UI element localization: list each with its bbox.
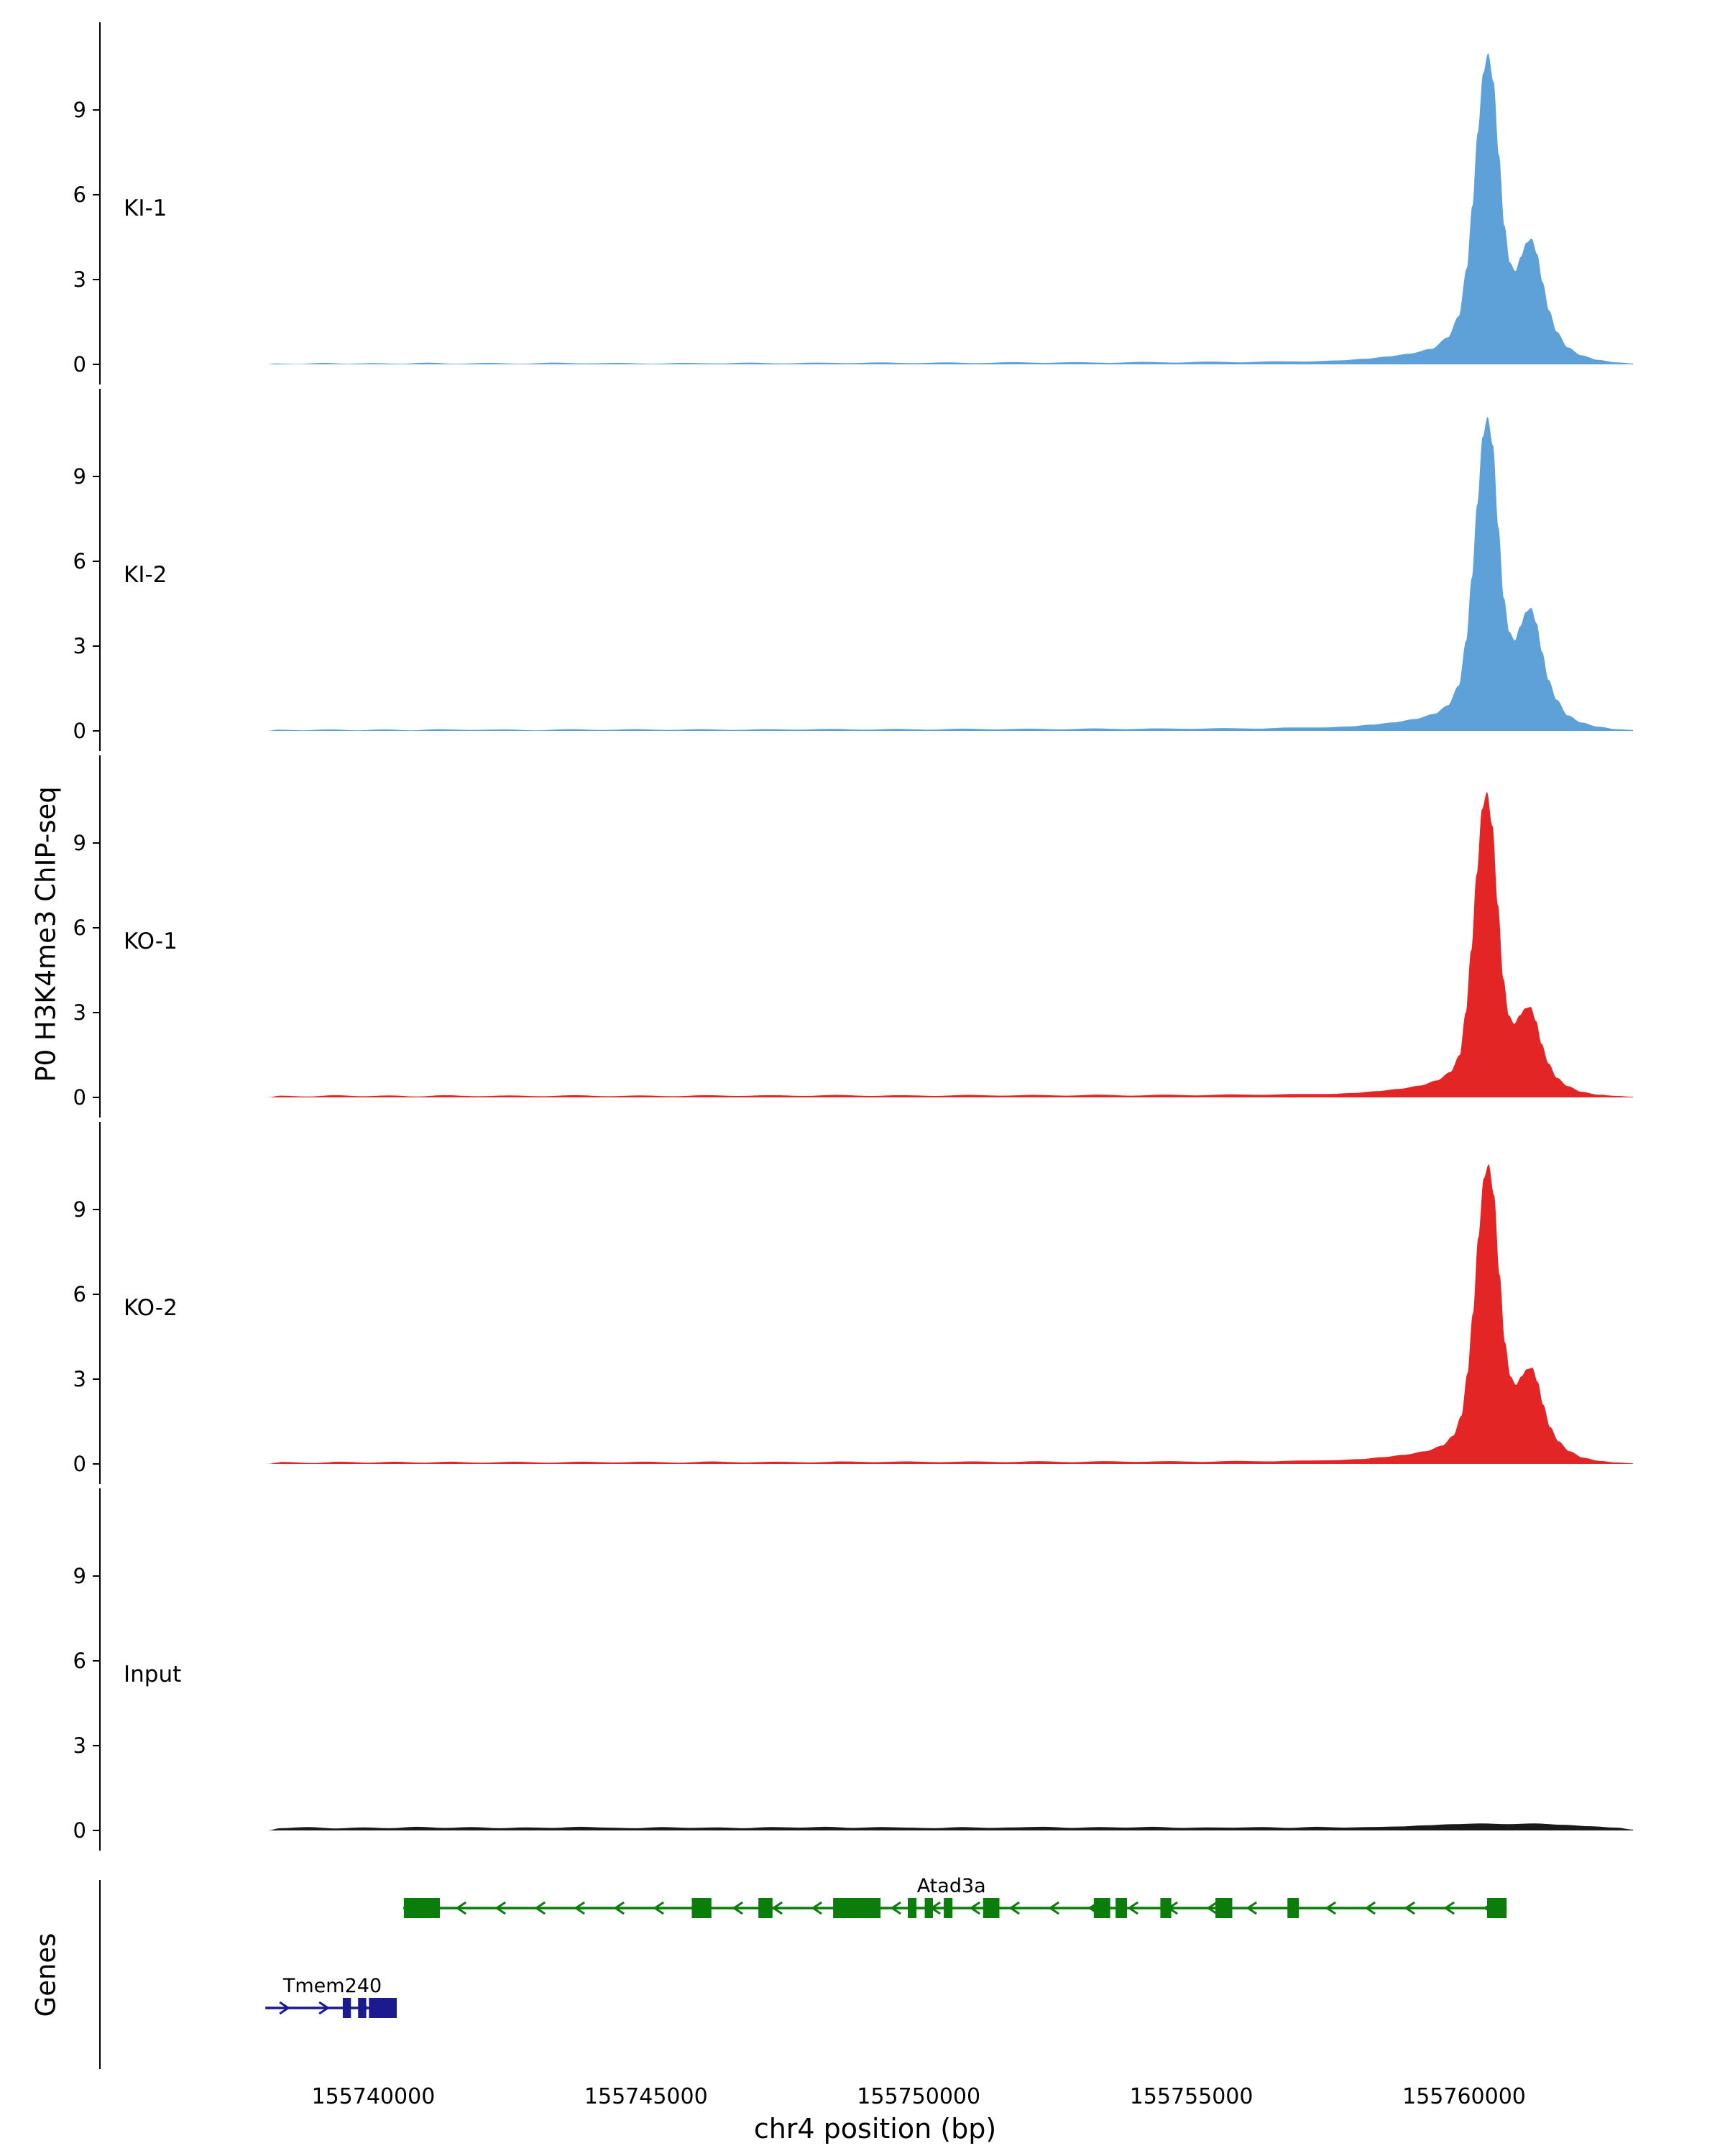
strand-arrow-icon <box>1325 1901 1336 1915</box>
signal-panel-KO-2: 0 3 6 9 KO-2 <box>0 1120 1725 1487</box>
y-tick-label: 0 <box>73 1452 86 1476</box>
signal-plot-KI-2: 0 3 6 9 <box>73 389 1634 751</box>
gene-exon <box>342 1998 351 2018</box>
strand-arrow-icon <box>534 1901 546 1915</box>
x-tick-label: 155745000 <box>584 2084 708 2109</box>
strand-arrow-icon <box>1127 1901 1138 1915</box>
strand-arrow-icon <box>771 1901 783 1915</box>
strand-arrow-icon <box>613 1901 625 1915</box>
gene-exon <box>924 1898 933 1918</box>
y-tick-label: 6 <box>73 549 86 573</box>
strand-arrow-icon <box>1404 1901 1415 1915</box>
y-tick-label: 3 <box>73 1000 86 1025</box>
y-tick-label: 9 <box>73 831 86 855</box>
strand-arrow-icon <box>732 1901 743 1915</box>
strand-arrow-icon <box>1008 1901 1020 1915</box>
track-label-KI-2: KI-2 <box>124 562 167 588</box>
gene-panel: Atad3a Tmem240 <box>0 1862 1725 2073</box>
gene-exon <box>944 1898 953 1918</box>
y-tick-label: 6 <box>73 1282 86 1307</box>
gene-exon <box>358 1998 367 2018</box>
signal-tracks: 0 3 6 9 KI-1 0 3 6 9 KI-2 0 3 6 9 KO-1 0 3 6 9 KO-2 0 3 6 9 Inpu… <box>0 21 1725 1853</box>
gene-exon <box>1093 1898 1110 1918</box>
y-tick-label: 3 <box>73 634 86 658</box>
strand-arrow-icon <box>1246 1901 1257 1915</box>
strand-arrow-icon <box>318 2001 330 2015</box>
x-tick-label: 155755000 <box>1129 2084 1254 2109</box>
signal-panel-Input: 0 3 6 9 Input <box>0 1487 1725 1853</box>
gene-exon <box>1287 1898 1300 1918</box>
strand-arrow-icon <box>811 1901 822 1915</box>
strand-arrow-icon <box>1206 1901 1218 1915</box>
strand-arrow-icon <box>1443 1901 1455 1915</box>
signal-panel-KI-1: 0 3 6 9 KI-1 <box>0 21 1725 387</box>
signal-plot-Input: 0 3 6 9 <box>73 1488 1634 1851</box>
x-axis-title: chr4 position (bp) <box>753 2113 997 2145</box>
gene-exon <box>1215 1898 1233 1918</box>
x-tick-label: 155740000 <box>311 2084 436 2109</box>
gene-exon <box>1160 1898 1172 1918</box>
y-tick-label: 6 <box>73 183 86 207</box>
gene-label-Tmem240: Tmem240 <box>282 1975 382 1997</box>
signal-area-KO-2 <box>267 1164 1634 1464</box>
y-tick-label: 9 <box>73 464 86 489</box>
signal-area-KI-1 <box>267 53 1634 365</box>
strand-arrow-icon <box>1364 1901 1376 1915</box>
track-label-KI-1: KI-1 <box>124 195 167 221</box>
signal-plot-KO-1: 0 3 6 9 <box>73 755 1634 1118</box>
gene-exon <box>1116 1898 1127 1918</box>
signal-plot-KI-1: 0 3 6 9 <box>73 22 1634 384</box>
gene-exon <box>691 1898 712 1918</box>
gene-exon <box>908 1898 917 1918</box>
y-tick-label: 0 <box>73 719 86 743</box>
gene-track-plot: Atad3a Tmem240 <box>99 1875 1507 2069</box>
track-label-Input: Input <box>124 1662 182 1687</box>
y-tick-label: 0 <box>73 1085 86 1110</box>
gene-exon <box>758 1898 773 1918</box>
y-tick-label: 0 <box>73 1818 86 1843</box>
x-tick-label: 155760000 <box>1402 2084 1526 2109</box>
signal-panel-KI-2: 0 3 6 9 KI-2 <box>0 387 1725 754</box>
y-tick-label: 3 <box>73 1367 86 1391</box>
gene-exon <box>983 1898 1000 1918</box>
y-tick-label: 9 <box>73 1197 86 1222</box>
gene-exon <box>1486 1898 1507 1918</box>
gene-model-Atad3a: Atad3a <box>403 1875 1507 1918</box>
signal-plot-KO-2: 0 3 6 9 <box>73 1122 1634 1484</box>
y-tick-label: 3 <box>73 267 86 292</box>
gene-exon <box>833 1898 881 1918</box>
y-tick-label: 0 <box>73 352 86 377</box>
gene-exon <box>403 1898 440 1918</box>
strand-arrow-icon <box>574 1901 585 1915</box>
signal-area-KI-2 <box>267 417 1634 731</box>
strand-arrow-icon <box>969 1901 980 1915</box>
track-label-KO-1: KO-1 <box>124 929 178 954</box>
signal-area-Input <box>267 1823 1634 1830</box>
x-axis: 155740000 155745000 155750000 155755000 1557… <box>0 2084 1725 2114</box>
y-tick-label: 6 <box>73 916 86 940</box>
signal-panel-KO-1: 0 3 6 9 KO-1 <box>0 754 1725 1120</box>
strand-arrow-icon <box>279 2001 290 2015</box>
gene-exon <box>369 1998 397 2018</box>
y-tick-label: 9 <box>73 1564 86 1588</box>
strand-arrow-icon <box>653 1901 664 1915</box>
y-tick-label: 9 <box>73 98 86 122</box>
signal-area-KO-1 <box>267 792 1634 1097</box>
gene-model-Tmem240: Tmem240 <box>265 1975 397 2018</box>
strand-arrow-icon <box>494 1901 506 1915</box>
strand-arrow-icon <box>1048 1901 1059 1915</box>
y-tick-label: 3 <box>73 1733 86 1758</box>
y-tick-label: 6 <box>73 1649 86 1673</box>
gene-label-Atad3a: Atad3a <box>917 1875 986 1897</box>
strand-arrow-icon <box>455 1901 466 1915</box>
x-tick-label: 155750000 <box>857 2084 981 2109</box>
track-label-KO-2: KO-2 <box>124 1295 178 1321</box>
strand-arrow-icon <box>890 1901 901 1915</box>
